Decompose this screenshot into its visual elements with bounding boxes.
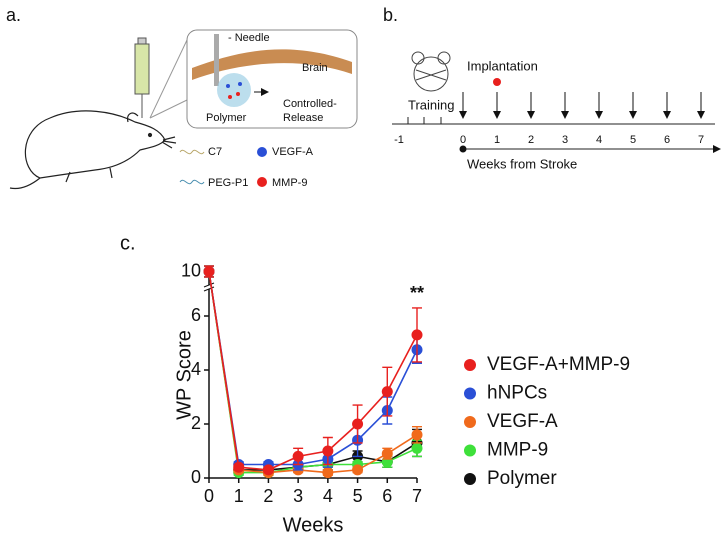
dot [236,92,240,96]
data-point [322,467,334,479]
timeline-ticks: -1 0 1 2 3 4 5 6 7 [394,92,705,146]
release-label: Release [283,112,323,124]
legend-label: MMP-9 [487,440,548,461]
data-point [381,386,393,398]
x-tick-label: 1 [234,486,244,506]
data-point [411,442,423,454]
mouse-illustration [9,110,177,190]
timeline-tick-label: 2 [528,134,534,146]
peg-icon [179,179,205,185]
mmp-icon [257,177,267,187]
axis-break [203,282,215,288]
y-tick-label: 0 [191,467,201,487]
x-tick-label: 0 [204,486,214,506]
legend-marker [464,359,476,371]
legend-marker [464,416,476,428]
legend-marker [464,444,476,457]
legend-label: VEGF-A [487,411,558,432]
axis-break [203,286,215,292]
implantation-label: Implantation [467,58,538,73]
needle-label: - Needle [228,32,270,44]
dot [238,82,242,86]
timeline-tick-label: 0 [460,134,466,146]
polymer-label: Polymer [206,112,247,124]
timeline-tick-label: 4 [596,134,602,146]
legend-marker [464,387,476,400]
data-point [322,445,334,457]
panel-label: a. [6,5,21,25]
timeline-tick-label: 6 [664,134,670,146]
data-point [352,464,364,476]
mouse-icon [411,51,451,92]
y-tick-label: 6 [191,305,201,325]
x-tick-label: 5 [353,486,363,506]
legend-label: MMP-9 [272,177,307,189]
x-tick-label: 7 [412,486,422,506]
series-line [208,271,418,474]
dot [226,84,230,88]
axis-label: Weeks from Stroke [467,156,577,171]
y-tick-label: 2 [191,413,201,433]
data-point [233,461,245,473]
timeline-tick-label: -1 [394,134,404,146]
panel-label: c. [120,232,136,254]
legend-label: C7 [208,146,222,158]
annotation: ** [410,283,424,303]
legend-label: VEGF-A [272,146,314,158]
training-label: Training [408,97,454,112]
legend-marker [464,473,476,485]
timeline-tick-label: 7 [698,134,704,146]
timeline-tick-label: 3 [562,134,568,146]
y-axis-label: WP Score [173,330,195,420]
data-point [292,450,304,462]
data-point [411,429,423,441]
legend-label: PEG-P1 [208,177,248,189]
release-label: Controlled- [283,98,337,110]
needle-shape [214,34,219,86]
x-tick-label: 4 [323,486,333,506]
vegf-icon [257,147,267,157]
series-line [208,271,418,474]
stroke-dot [459,145,467,153]
y-tick-label: 4 [191,359,201,379]
dot [228,95,232,99]
series-line [208,271,418,471]
timeline-tick-label: 1 [494,134,500,146]
brain-label: Brain [302,62,328,74]
data-point [203,266,215,277]
y-tick-label: 10 [181,260,201,280]
brain-shape [192,49,352,80]
timeline-tick-label: 5 [630,134,636,146]
x-tick-label: 6 [382,486,392,506]
polymer-shape [217,73,251,107]
c7-icon [179,149,205,155]
data-point [262,464,274,476]
series-line [208,271,418,471]
legend-label: Polymer [487,468,557,489]
x-tick-label: 2 [263,486,273,506]
legend-label: hNPCs [487,383,547,404]
data-point [381,448,393,460]
data-point [411,329,423,341]
x-axis-label: Weeks [283,514,344,536]
legend-label: VEGF-A+MMP-9 [487,354,630,375]
panel-label: b. [383,5,398,25]
x-tick-label: 3 [293,486,303,506]
implant-dot [493,78,501,86]
syringe [134,37,188,119]
data-point [352,418,364,430]
